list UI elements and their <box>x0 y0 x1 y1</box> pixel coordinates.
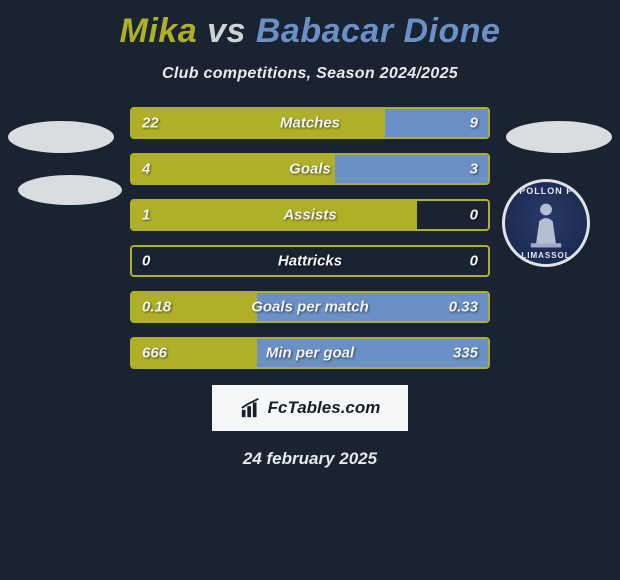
stat-row: 0 0 Hattricks <box>130 245 490 277</box>
stat-value-left: 0 <box>142 253 150 270</box>
stat-label: Goals <box>289 161 331 178</box>
stat-value-left: 0.18 <box>142 299 171 316</box>
date-text: 24 february 2025 <box>0 449 620 469</box>
club-logo-bottom-text: LIMASSOL <box>521 251 570 260</box>
stat-row: 666 335 Min per goal <box>130 337 490 369</box>
stat-row: 4 3 Goals <box>130 153 490 185</box>
stat-label: Hattricks <box>278 253 342 270</box>
stat-value-left: 1 <box>142 207 150 224</box>
page-title: Mika vs Babacar Dione <box>0 0 620 51</box>
footer-brand-badge: FcTables.com <box>212 385 408 431</box>
stat-value-right: 3 <box>470 161 478 178</box>
title-vs: vs <box>207 12 246 50</box>
stat-row: 22 9 Matches <box>130 107 490 139</box>
player2-club-logo: POLLON F LIMASSOL <box>502 179 590 267</box>
player1-badge-ellipse <box>8 121 114 153</box>
title-player1: Mika <box>120 12 198 50</box>
brand-text: FcTables.com <box>268 398 381 418</box>
stat-row: 0.18 0.33 Goals per match <box>130 291 490 323</box>
stat-value-right: 0.33 <box>449 299 478 316</box>
stat-fill-left <box>132 201 417 229</box>
stat-value-right: 0 <box>470 253 478 270</box>
stat-label: Assists <box>283 207 336 224</box>
stat-label: Min per goal <box>266 345 354 362</box>
stat-label: Goals per match <box>251 299 369 316</box>
stat-row: 1 0 Assists <box>130 199 490 231</box>
brand-icon <box>240 397 262 419</box>
title-player2: Babacar Dione <box>256 12 501 50</box>
stat-fill-left <box>132 109 385 137</box>
stat-value-left: 22 <box>142 115 159 132</box>
subtitle: Club competitions, Season 2024/2025 <box>0 65 620 83</box>
club-logo-top-text: POLLON F <box>519 186 573 196</box>
player1-club-ellipse <box>18 175 122 205</box>
stat-value-right: 0 <box>470 207 478 224</box>
stat-value-right: 9 <box>470 115 478 132</box>
stat-value-right: 335 <box>453 345 478 362</box>
stat-bars: 22 9 Matches 4 3 Goals 1 0 Assists 0 0 Hattricks 0.1… <box>130 107 490 369</box>
statue-icon <box>519 196 573 250</box>
player2-badge-ellipse <box>506 121 612 153</box>
stat-fill-right <box>335 155 488 183</box>
stat-label: Matches <box>280 115 340 132</box>
stat-value-left: 666 <box>142 345 167 362</box>
comparison-area: POLLON F LIMASSOL 22 9 Matches 4 3 Goals 1 0 Ass… <box>0 107 620 369</box>
stat-value-left: 4 <box>142 161 150 178</box>
